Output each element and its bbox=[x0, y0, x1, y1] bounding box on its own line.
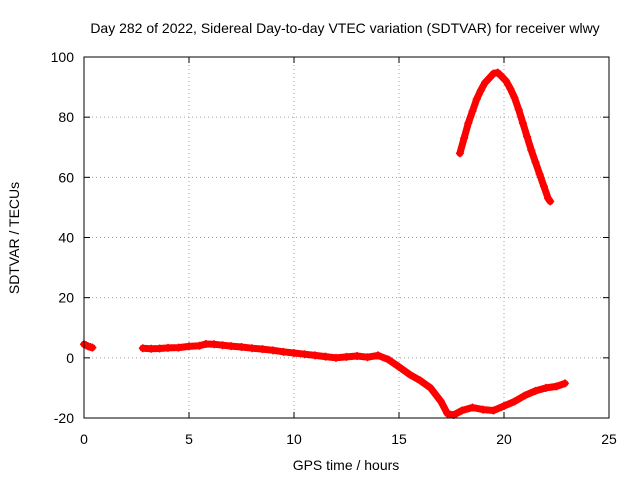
data-point bbox=[460, 134, 469, 143]
data-point bbox=[502, 77, 511, 86]
data-point bbox=[464, 119, 473, 128]
data-point bbox=[311, 351, 319, 360]
data-point bbox=[164, 343, 172, 352]
data-point bbox=[489, 406, 498, 415]
y-tick-label: -20 bbox=[54, 410, 74, 426]
data-point bbox=[514, 105, 523, 114]
data-point bbox=[426, 383, 435, 392]
data-point bbox=[455, 149, 464, 158]
data-point bbox=[542, 383, 550, 392]
data-point bbox=[201, 339, 210, 348]
chart-title: Day 282 of 2022, Sidereal Day-to-day VTE… bbox=[90, 20, 599, 36]
series-peak-segment bbox=[455, 68, 555, 206]
x-axis-label: GPS time / hours bbox=[293, 457, 400, 473]
data-point bbox=[485, 74, 494, 83]
data-point bbox=[481, 78, 490, 87]
y-tick-label: 80 bbox=[58, 109, 74, 125]
data-point bbox=[147, 344, 156, 353]
data-points bbox=[80, 68, 569, 419]
data-point bbox=[384, 355, 393, 364]
data-point bbox=[185, 342, 193, 351]
x-tick-label: 20 bbox=[496, 431, 512, 447]
data-point bbox=[510, 397, 519, 406]
data-point bbox=[258, 345, 267, 354]
y-tick-label: 40 bbox=[58, 230, 74, 246]
data-point bbox=[552, 382, 561, 391]
data-point bbox=[479, 405, 487, 414]
data-point bbox=[279, 347, 288, 356]
x-tick-label: 25 bbox=[601, 431, 617, 447]
data-point bbox=[497, 72, 506, 81]
data-point bbox=[523, 132, 532, 141]
series-main-segment bbox=[138, 339, 569, 419]
data-point bbox=[458, 406, 466, 415]
data-point bbox=[535, 170, 544, 179]
data-point bbox=[539, 182, 548, 191]
data-point bbox=[531, 158, 540, 167]
data-point bbox=[476, 86, 485, 95]
data-point bbox=[195, 341, 204, 350]
data-point bbox=[155, 344, 164, 353]
x-tick-label: 0 bbox=[80, 431, 88, 447]
x-tick-label: 15 bbox=[391, 431, 407, 447]
data-point bbox=[506, 84, 515, 93]
x-tick-label: 10 bbox=[286, 431, 302, 447]
data-point bbox=[363, 353, 372, 362]
data-point bbox=[521, 391, 529, 400]
data-point bbox=[290, 349, 298, 358]
y-tick-label: 0 bbox=[66, 350, 74, 366]
data-point bbox=[500, 401, 508, 410]
data-point bbox=[405, 370, 414, 379]
data-point bbox=[138, 344, 147, 353]
data-point bbox=[374, 351, 382, 360]
data-point bbox=[353, 352, 361, 361]
y-tick-label: 60 bbox=[58, 169, 74, 185]
data-point bbox=[237, 343, 246, 352]
data-point bbox=[342, 352, 351, 361]
y-axis-label: SDTVAR / TECUs bbox=[6, 182, 22, 294]
data-point bbox=[531, 386, 540, 395]
data-point bbox=[300, 350, 309, 359]
data-point bbox=[227, 342, 235, 351]
data-point bbox=[174, 343, 183, 352]
y-tick-label: 20 bbox=[58, 290, 74, 306]
data-point bbox=[527, 146, 536, 155]
data-point bbox=[416, 376, 424, 385]
data-point bbox=[210, 340, 219, 349]
data-point bbox=[546, 197, 555, 206]
data-point bbox=[493, 68, 502, 77]
data-point bbox=[560, 379, 569, 388]
data-point bbox=[437, 397, 445, 406]
data-point bbox=[218, 341, 227, 350]
data-point bbox=[518, 119, 527, 128]
data-point bbox=[321, 352, 330, 361]
axis-ticks: 0 5 10 15 20 25 -20 0 20 40 60 80 100 bbox=[51, 49, 617, 447]
grid-lines bbox=[84, 57, 609, 418]
data-point bbox=[472, 95, 481, 104]
data-point bbox=[468, 403, 477, 412]
data-point bbox=[332, 353, 340, 362]
data-point bbox=[269, 346, 277, 355]
data-point bbox=[510, 93, 519, 102]
data-point bbox=[468, 107, 477, 116]
data-point bbox=[395, 362, 403, 371]
x-tick-label: 5 bbox=[185, 431, 193, 447]
data-point bbox=[443, 409, 452, 418]
data-point bbox=[248, 344, 256, 353]
y-tick-label: 100 bbox=[51, 49, 75, 65]
data-point bbox=[88, 343, 97, 352]
series-early-segment bbox=[80, 340, 97, 352]
data-point bbox=[489, 69, 498, 78]
